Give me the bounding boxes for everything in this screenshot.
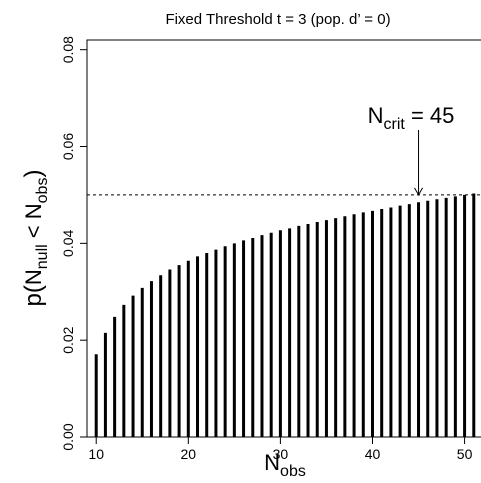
y-tick-label-0.06: 0.06 [60, 133, 76, 160]
chart-title: Fixed Threshold t = 3 (pop. d’ = 0) [165, 11, 390, 28]
bars [94, 193, 476, 437]
annotation-main: N [368, 103, 384, 128]
x-axis-label: Nobs [264, 450, 306, 480]
y-axis-label-n2: N [21, 203, 46, 219]
y-axis-label-suffix: ) [20, 170, 47, 178]
x-axis-label-main: N [264, 450, 280, 475]
plot-frame [86, 39, 481, 438]
x-tick-label-20: 20 [181, 446, 197, 462]
x-axis-label-sub: obs [280, 463, 306, 480]
y-tick-label-0.04: 0.04 [60, 230, 76, 257]
y-axis-label: p(Nnull < Nobs) [20, 170, 51, 307]
annotation-sub: crit [384, 116, 406, 133]
x-tick-label-30: 30 [273, 446, 289, 462]
y-axis-label-op: < [21, 219, 46, 244]
x-axis: 10 20 30 40 50 [88, 436, 473, 462]
y-axis-label-prefix: p( [20, 285, 47, 306]
x-tick-label-50: 50 [457, 446, 473, 462]
y-tick-label-0.00: 0.00 [60, 423, 76, 450]
y-axis-label-n1-sub: null [34, 244, 51, 269]
annotation-rest: = 45 [405, 103, 455, 128]
x-tick-label-10: 10 [88, 446, 104, 462]
y-axis: 0.00 0.02 0.04 0.06 0.08 [60, 36, 88, 451]
x-tick-label-40: 40 [365, 446, 381, 462]
y-axis-label-n1: N [21, 269, 46, 285]
y-axis-label-n2-sub: obs [34, 178, 51, 204]
annotation-label: Ncrit = 45 [368, 103, 455, 133]
annotation-arrowhead [414, 187, 423, 196]
y-tick-label-0.02: 0.02 [60, 326, 76, 353]
y-tick-label-0.08: 0.08 [60, 36, 76, 63]
